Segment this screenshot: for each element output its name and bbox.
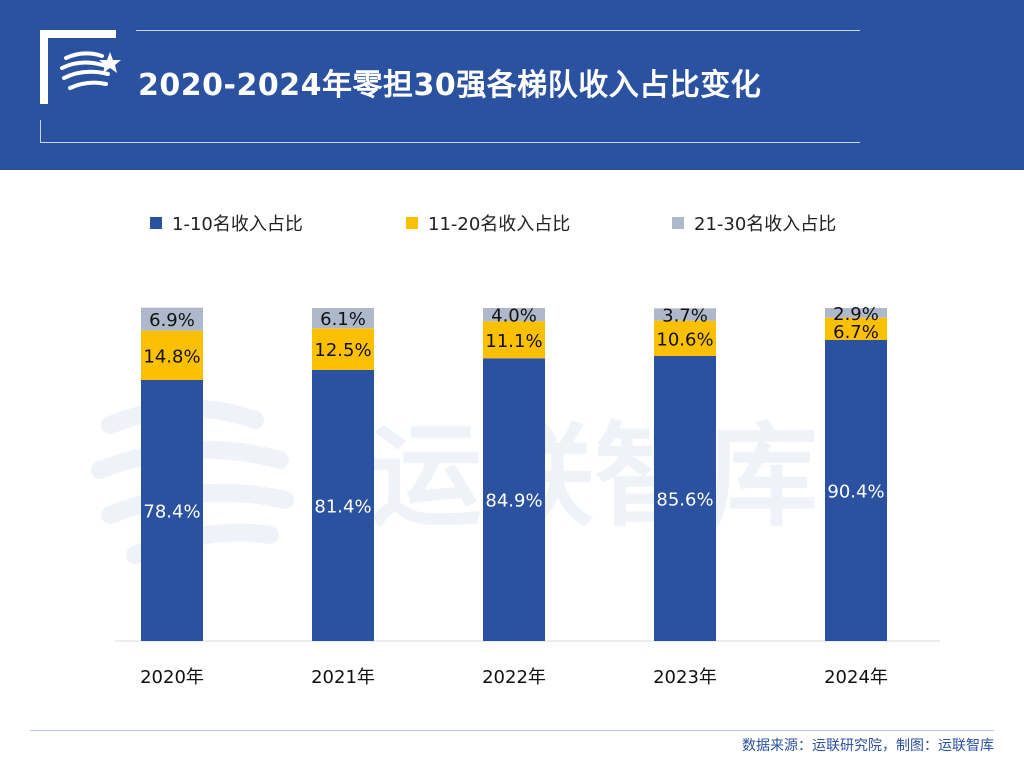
bar-1-2 — [312, 369, 374, 641]
data-label-3-2: 6.1% — [320, 309, 366, 330]
data-label-2-4: 10.6% — [656, 329, 713, 350]
data-label-1-4: 85.6% — [656, 489, 713, 510]
data-label-1-1: 78.4% — [143, 501, 200, 522]
bar-3-4 — [654, 308, 716, 321]
x-tick-labels: 2020年 2021年 2022年 2023年 2024年 — [140, 667, 888, 688]
data-label-3-5: 2.9% — [833, 304, 879, 325]
data-label-3-1: 6.9% — [149, 310, 195, 331]
legend-item-21-30: 21-30名收入占比 — [672, 210, 836, 236]
bar-2-1 — [141, 330, 203, 380]
legend-swatch-top10 — [150, 217, 162, 229]
header-divider-tick — [40, 120, 41, 142]
bar-3-5 — [825, 308, 887, 318]
bar-3-1 — [141, 307, 203, 331]
bar-3-2 — [312, 308, 374, 329]
bar-2-5 — [825, 317, 887, 340]
data-label-2-1: 14.8% — [143, 346, 200, 367]
legend-item-11-20: 11-20名收入占比 — [406, 210, 570, 236]
legend-label-21-30: 21-30名收入占比 — [694, 214, 837, 235]
data-label-3-4: 3.7% — [662, 305, 708, 326]
bar-1-4 — [654, 355, 716, 641]
legend-swatch-21-30 — [672, 217, 684, 229]
bar-labels-group: 6.9% 14.8% 78.4% 6.1% 12.5% 81.4% 4.0% 11.1% 84.… — [143, 304, 884, 523]
x-tick-label-1: 2020年 — [140, 667, 204, 688]
chart-legend: 1-10名收入占比 11-20名收入占比 21-30名收入占比 — [0, 210, 1024, 236]
bar-1-1 — [141, 379, 203, 641]
bar-2-4 — [654, 320, 716, 356]
legend-label-11-20: 11-20名收入占比 — [428, 214, 571, 235]
bar-1-5 — [825, 339, 887, 641]
x-tick-label-3: 2022年 — [482, 667, 546, 688]
data-label-1-5: 90.4% — [827, 481, 884, 502]
bar-2-3 — [483, 321, 545, 359]
data-label-1-2: 81.4% — [314, 496, 371, 517]
footer-divider — [30, 730, 994, 731]
chart-title: 2020-2024年零担30强各梯队收入占比变化 — [138, 68, 762, 103]
x-tick-label-2: 2021年 — [311, 667, 375, 688]
bar-2-2 — [312, 328, 374, 370]
title-bracket — [40, 30, 116, 104]
data-label-3-3: 4.0% — [491, 306, 537, 327]
x-tick-label-5: 2024年 — [824, 667, 888, 688]
watermark-text: 运联智库 — [370, 412, 818, 542]
legend-swatch-11-20 — [406, 217, 418, 229]
header-divider-top — [136, 30, 860, 31]
data-label-1-3: 84.9% — [485, 491, 542, 512]
legend-item-top10: 1-10名收入占比 — [150, 210, 303, 236]
header-banner: 2020-2024年零担30强各梯队收入占比变化 — [0, 0, 1024, 170]
data-label-2-5: 6.7% — [833, 322, 879, 343]
bar-3-3 — [483, 308, 545, 322]
data-label-2-3: 11.1% — [485, 331, 542, 352]
header-divider-bottom — [40, 142, 860, 143]
bar-1-3 — [483, 358, 545, 641]
bars-group — [141, 307, 887, 641]
legend-label-top10: 1-10名收入占比 — [172, 214, 303, 235]
watermark: 运联智库 — [91, 399, 818, 564]
source-note: 数据来源：运联研究院，制图：运联智库 — [742, 738, 994, 754]
brand-logo-icon — [60, 51, 121, 90]
data-label-2-2: 12.5% — [314, 340, 371, 361]
x-tick-label-4: 2023年 — [653, 667, 717, 688]
